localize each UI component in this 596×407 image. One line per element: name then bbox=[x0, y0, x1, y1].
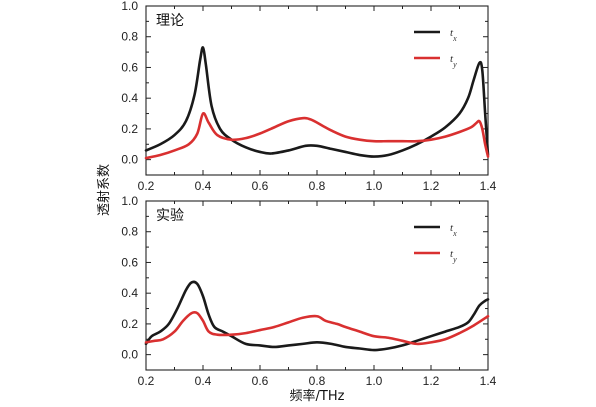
x-tick-label-top: 1.2 bbox=[423, 179, 440, 193]
x-axis-label: 频率/THz bbox=[290, 388, 345, 404]
y-tick-label-bottom: 0.0 bbox=[121, 348, 138, 362]
x-tick-label-top: 0.2 bbox=[138, 179, 155, 193]
x-tick-label-top: 1.4 bbox=[480, 179, 497, 193]
y-tick-label-top: 0.8 bbox=[121, 30, 138, 44]
y-tick-label-top: 0.6 bbox=[121, 60, 138, 74]
legend-label-tx-bottom: tx bbox=[450, 222, 457, 238]
x-tick-label-bottom: 0.4 bbox=[195, 374, 212, 388]
series-line-ty-top bbox=[144, 111, 490, 160]
y-tick-label-bottom: 0.4 bbox=[121, 286, 138, 300]
y-tick-label-bottom: 0.8 bbox=[121, 225, 138, 239]
x-tick-label-top: 1.0 bbox=[366, 179, 383, 193]
y-tick-label-bottom: 0.6 bbox=[121, 255, 138, 269]
y-tick-label-top: 0.4 bbox=[121, 91, 138, 105]
legend-label-ty-top: ty bbox=[450, 53, 457, 69]
x-tick-label-top: 0.6 bbox=[252, 179, 269, 193]
x-tick-label-bottom: 1.2 bbox=[423, 374, 440, 388]
series-line-tx-bottom bbox=[144, 280, 490, 352]
y-tick-label-top: 0.0 bbox=[121, 153, 138, 167]
y-tick-label-top: 1.0 bbox=[121, 0, 138, 13]
x-tick-label-bottom: 0.6 bbox=[252, 374, 269, 388]
panel-title-bottom: 实验 bbox=[156, 208, 184, 224]
x-tick-label-bottom: 0.8 bbox=[309, 374, 326, 388]
x-tick-label-top: 0.4 bbox=[195, 179, 212, 193]
series-line-tx-top bbox=[144, 46, 490, 158]
x-tick-label-bottom: 1.0 bbox=[366, 374, 383, 388]
series-line-ty-bottom bbox=[144, 310, 490, 346]
y-axis-label: 透射系数 bbox=[96, 164, 112, 216]
panel-title-top: 理论 bbox=[156, 13, 184, 29]
x-tick-label-bottom: 1.4 bbox=[480, 374, 497, 388]
x-tick-label-top: 0.8 bbox=[309, 179, 326, 193]
y-tick-label-bottom: 0.2 bbox=[121, 317, 138, 331]
y-tick-label-top: 0.2 bbox=[121, 122, 138, 136]
legend-label-ty-bottom: ty bbox=[450, 248, 457, 264]
y-tick-label-bottom: 1.0 bbox=[121, 194, 138, 208]
x-tick-label-bottom: 0.2 bbox=[138, 374, 155, 388]
legend-label-tx-top: tx bbox=[450, 27, 457, 43]
